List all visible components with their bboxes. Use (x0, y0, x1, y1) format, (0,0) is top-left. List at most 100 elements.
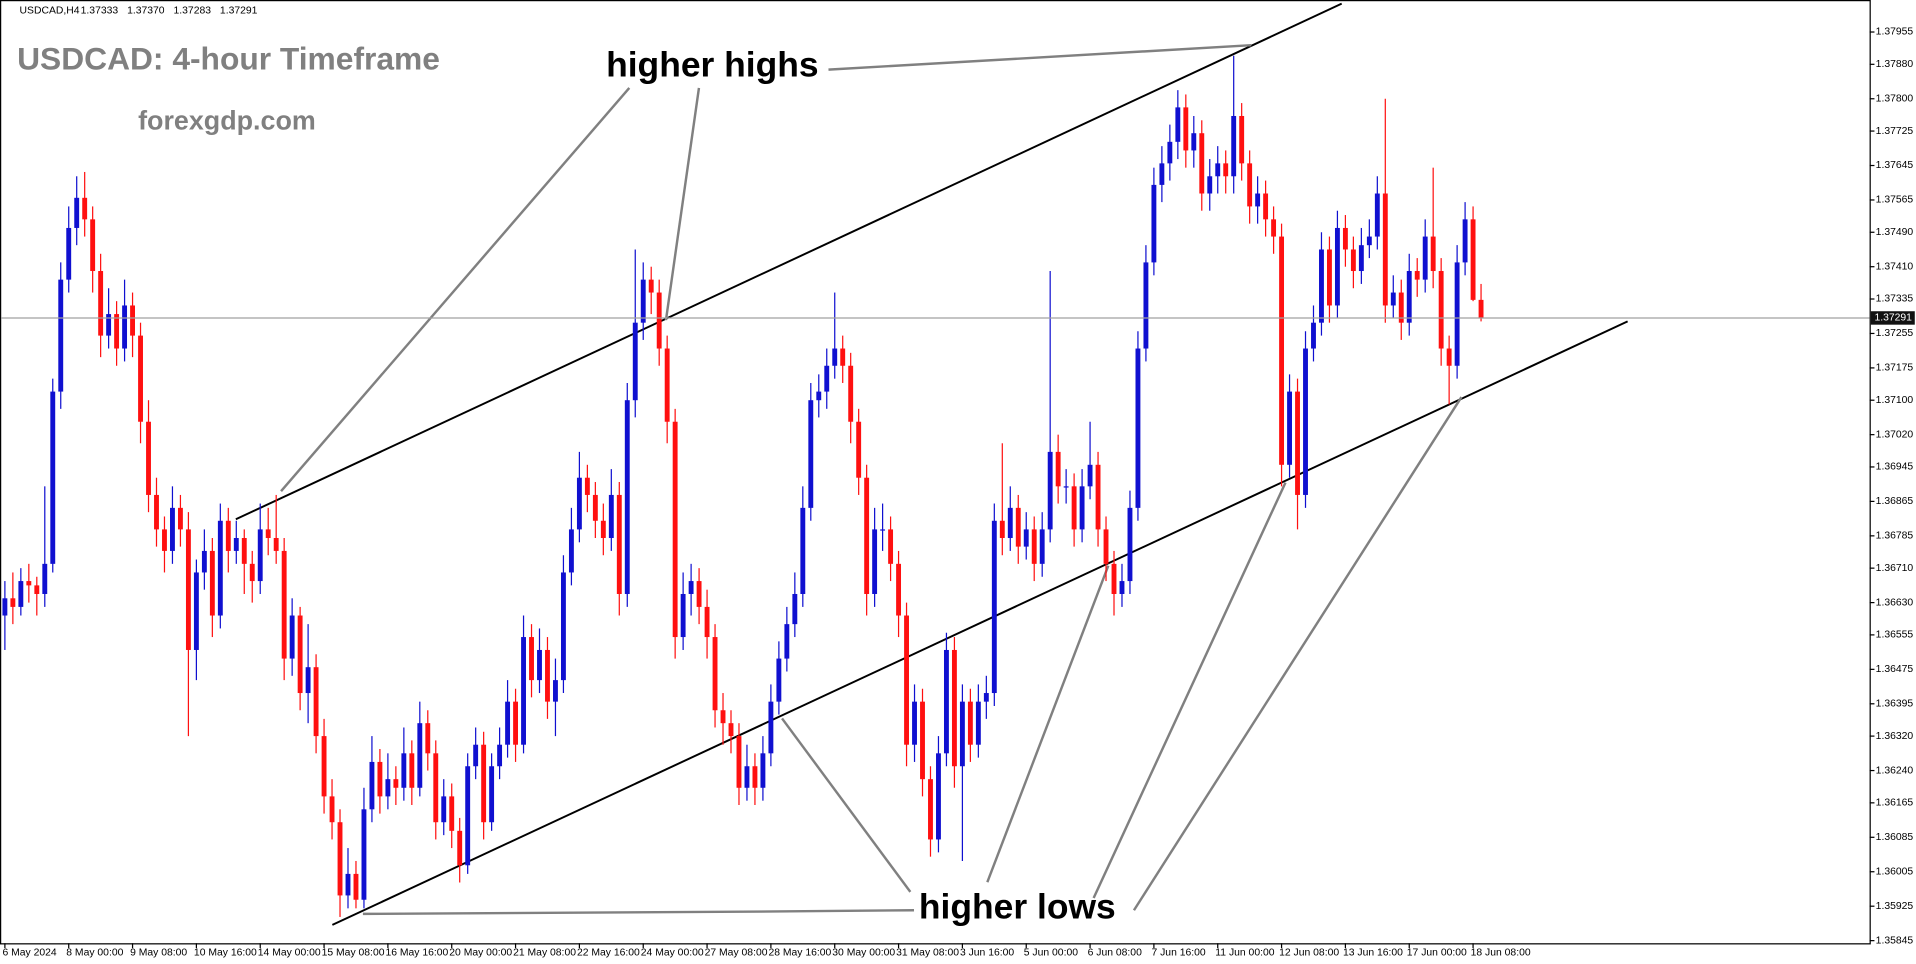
candle-body (497, 744, 503, 767)
candle-body (1023, 529, 1029, 547)
y-tick-label: 1.37565 (1876, 195, 1914, 206)
x-tick-label: 6 May 2024 (2, 948, 56, 959)
candle-body (337, 822, 343, 896)
guide-line (362, 909, 915, 916)
annotation: higher highs (606, 45, 819, 85)
candle-body (154, 494, 159, 530)
candle-body (1287, 391, 1292, 465)
candle-body (1199, 133, 1205, 194)
x-tick-label: 20 May 00:00 (449, 948, 512, 959)
candle-body (1151, 184, 1157, 263)
candle-body (920, 701, 925, 780)
candle-body (648, 279, 654, 293)
guide-line (986, 565, 1110, 883)
candle-body (401, 753, 407, 788)
candle-body (74, 197, 80, 228)
candle-body (1111, 563, 1117, 594)
candle-body (297, 615, 303, 694)
upper-trendline (235, 2, 1343, 521)
y-tick-label: 1.36630 (1876, 597, 1914, 608)
x-tick-label: 6 Jun 08:00 (1088, 948, 1142, 959)
candle-body (576, 477, 582, 530)
candle-body (760, 753, 766, 788)
candle-body (553, 680, 558, 702)
candle-body (138, 335, 143, 422)
candle-body (377, 761, 383, 797)
x-tick-label: 18 Jun 08:00 (1471, 948, 1531, 959)
x-tick-label: 31 May 08:00 (896, 948, 959, 959)
candle-body (26, 581, 32, 586)
annotation: higher lows (919, 886, 1116, 926)
guide-line (1092, 482, 1287, 899)
header-value: 1.37283 (174, 6, 212, 17)
x-tick-label: 30 May 00:00 (832, 948, 895, 959)
y-tick-label: 1.37880 (1876, 59, 1914, 70)
candle-body (10, 598, 16, 607)
candle-body (1366, 236, 1372, 246)
y-tick-label: 1.37335 (1876, 294, 1914, 305)
candle-body (1334, 227, 1340, 306)
candle-body (1342, 227, 1348, 250)
candle-body (1223, 163, 1229, 177)
candle-body (441, 796, 447, 823)
candle-body (433, 753, 439, 823)
candle-body (951, 649, 957, 767)
guide-line (280, 87, 631, 492)
candle-body (1119, 581, 1125, 594)
candle-body (34, 585, 40, 594)
candle-body (42, 563, 48, 594)
candle-body (1087, 464, 1093, 487)
y-tick-label: 1.36240 (1876, 765, 1914, 776)
candle-body (369, 761, 375, 810)
candle-body (1478, 299, 1484, 318)
candle-body (66, 227, 72, 280)
header-value: 1.37333 (81, 6, 119, 17)
candle-body (736, 736, 742, 788)
candle-body (1430, 236, 1436, 272)
guide-line (1132, 396, 1463, 911)
x-tick-label: 21 May 08:00 (513, 948, 576, 959)
candle-body (1143, 262, 1149, 349)
candle-body (241, 538, 247, 564)
candle-body (608, 494, 614, 539)
candle-body (896, 563, 902, 616)
x-tick-label: 24 May 00:00 (641, 948, 704, 959)
candle-body (225, 520, 231, 551)
x-tick-label: 16 May 16:00 (385, 948, 448, 959)
candle-body (912, 701, 917, 745)
candle-body (465, 766, 471, 866)
candle-body (904, 615, 909, 745)
y-tick-label: 1.36865 (1876, 496, 1914, 507)
y-tick-label: 1.35925 (1876, 901, 1914, 912)
y-tick-label: 1.36005 (1876, 866, 1914, 877)
candle-body (936, 753, 941, 840)
y-tick-label: 1.37255 (1876, 328, 1914, 339)
candle-body (1263, 193, 1269, 220)
candle-body (537, 649, 542, 681)
candle-body (2, 598, 8, 616)
header-value: 1.37370 (127, 6, 165, 17)
candle-body (1446, 348, 1452, 366)
candle-body (1247, 163, 1253, 207)
candle-body (1175, 107, 1181, 142)
candle-body (273, 538, 279, 551)
candle-body (473, 744, 479, 767)
candle-body (943, 649, 949, 754)
candle-body (193, 572, 199, 650)
candle-body (856, 421, 862, 478)
candle-body (321, 736, 327, 797)
candle-body (281, 550, 287, 659)
candle-body (425, 723, 431, 754)
candle-body (305, 667, 311, 694)
candle-body (784, 624, 790, 659)
candle-body (832, 348, 838, 366)
y-tick-label: 1.37955 (1876, 27, 1914, 38)
candle-body (1231, 115, 1237, 177)
candle-body (616, 494, 622, 594)
current-price-box (1870, 311, 1915, 325)
candle-body (600, 520, 606, 539)
candle-body (545, 649, 550, 702)
y-tick-label: 1.37645 (1876, 160, 1914, 171)
candle-body (122, 305, 128, 349)
